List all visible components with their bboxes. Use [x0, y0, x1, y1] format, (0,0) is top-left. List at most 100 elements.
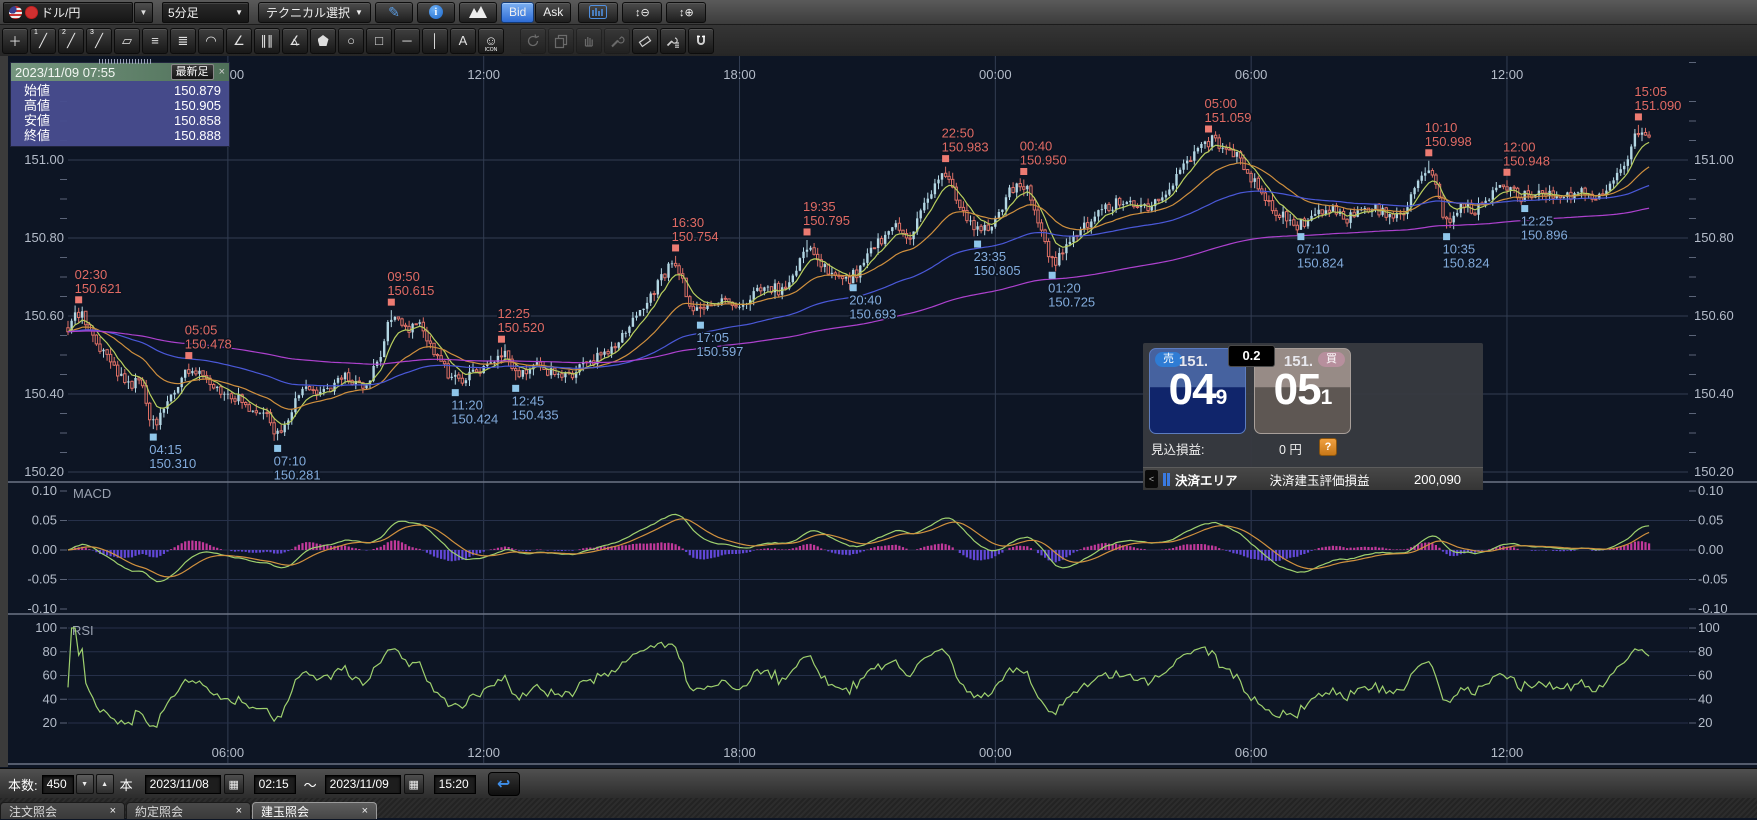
collapse-button[interactable]: < — [1145, 470, 1158, 488]
from-time-input[interactable]: 02:15 — [253, 774, 296, 794]
svg-text:00:00: 00:00 — [979, 745, 1012, 760]
timeframe-select[interactable]: 5分足 ▼ — [162, 1, 249, 23]
svg-text:RSI: RSI — [72, 623, 94, 638]
svg-text:15:05: 15:05 — [1634, 84, 1667, 99]
settings-tool[interactable] — [660, 27, 686, 54]
to-calendar-button[interactable]: ▦ — [403, 774, 424, 794]
svg-text:150.80: 150.80 — [1694, 230, 1734, 245]
reset-range-button[interactable]: ↩ — [487, 772, 520, 796]
vertical-line-tool[interactable]: │ — [422, 27, 448, 54]
horizontal-line-tool[interactable]: ─ — [394, 27, 420, 54]
svg-text:150.948: 150.948 — [1503, 153, 1550, 168]
svg-text:150.615: 150.615 — [387, 283, 434, 298]
svg-text:150.998: 150.998 — [1425, 134, 1472, 149]
svg-text:11:20: 11:20 — [451, 398, 483, 413]
candle-chart-button[interactable] — [578, 1, 619, 23]
close-icon[interactable]: × — [218, 66, 225, 78]
tab-建玉照会[interactable]: 建玉照会 × — [252, 802, 377, 819]
latest-candle-button[interactable]: 最新足 — [170, 64, 214, 80]
svg-text:06:00: 06:00 — [1235, 745, 1268, 760]
multi-lines-tool[interactable]: ≣ — [170, 27, 196, 54]
tab-close-icon[interactable]: × — [361, 805, 368, 817]
eraser-tool[interactable] — [632, 27, 658, 54]
svg-text:12:00: 12:00 — [1503, 139, 1536, 154]
svg-text:150.20: 150.20 — [24, 464, 64, 479]
currency-pair-dropdown-button[interactable]: ▼ — [134, 1, 153, 23]
to-date-input[interactable]: 2023/11/09 — [324, 774, 401, 794]
to-time-input[interactable]: 15:20 — [433, 774, 476, 794]
svg-text:01:20: 01:20 — [1048, 280, 1081, 295]
svg-text:23:35: 23:35 — [974, 249, 1007, 264]
technical-select-button[interactable]: テクニカル選択 ▼ — [258, 1, 371, 23]
svg-text:12:25: 12:25 — [1521, 214, 1554, 229]
svg-text:12:00: 12:00 — [467, 67, 500, 82]
svg-text:0.05: 0.05 — [1698, 513, 1723, 528]
trendline-2-tool[interactable]: ╱ 2 — [58, 27, 84, 54]
hand-tool — [576, 27, 602, 54]
svg-text:150.621: 150.621 — [75, 281, 122, 296]
vertical-lines-tool[interactable]: ∥∥ — [254, 27, 280, 54]
moving-average-line — [67, 184, 1650, 387]
svg-text:0.00: 0.00 — [32, 542, 57, 557]
text-tool[interactable]: A — [450, 27, 476, 54]
svg-text:12:45: 12:45 — [512, 393, 545, 408]
trendline-1-tool[interactable]: ╱ 1 — [30, 27, 56, 54]
tab-約定照会[interactable]: 約定照会 × — [126, 802, 251, 819]
currency-pair-select[interactable]: ドル/円 — [3, 1, 133, 23]
info-icon: i — [428, 5, 443, 19]
svg-text:150.20: 150.20 — [1694, 464, 1734, 479]
from-calendar-button[interactable]: ▦ — [223, 774, 244, 794]
range-tilde: ～ — [303, 777, 317, 793]
buy-button[interactable]: 買 151. 051 — [1254, 348, 1351, 434]
ellipse-tool[interactable]: ○ — [338, 27, 364, 54]
pentagon-tool[interactable] — [310, 27, 336, 54]
draw-mode-button[interactable]: ✎ — [374, 1, 413, 23]
svg-text:150.60: 150.60 — [1694, 308, 1734, 323]
count-down-button[interactable]: ▼ — [75, 774, 94, 794]
ask-button[interactable]: Ask — [535, 1, 572, 23]
ohlc-info-box[interactable]: 2023/11/09 07:55 最新足 × 始値 150.879 高値 150.90… — [11, 59, 229, 146]
left-splitter[interactable] — [0, 55, 8, 767]
info-button[interactable]: i — [416, 1, 455, 23]
fibonacci-fan-tool[interactable]: ∠ — [226, 27, 252, 54]
count-up-button[interactable]: ▲ — [95, 774, 114, 794]
drag-handle[interactable] — [99, 59, 151, 64]
svg-text:07:10: 07:10 — [1297, 242, 1330, 257]
area-chart-button[interactable] — [458, 1, 497, 23]
fibonacci-arc-tool[interactable]: ◠ — [198, 27, 224, 54]
tab-close-icon[interactable]: × — [235, 805, 242, 817]
zoom-out-button[interactable]: ↕⊖ — [622, 1, 663, 23]
tab-close-icon[interactable]: × — [109, 805, 116, 817]
from-date-input[interactable]: 2023/11/08 — [144, 774, 221, 794]
svg-text:100: 100 — [35, 620, 57, 635]
bar-count-input[interactable]: 450 — [41, 774, 74, 794]
moving-average-line — [67, 207, 1650, 365]
zoom-in-icon: ↕⊕ — [678, 6, 694, 19]
expected-pl-label: 見込損益: — [1151, 443, 1205, 457]
time-jump-tool — [520, 27, 546, 54]
magnet-tool[interactable] — [688, 27, 714, 54]
icon-stamp-tool[interactable]: ☺ ICON — [478, 27, 504, 54]
buy-badge: 買 — [1318, 352, 1345, 367]
ruler-tool[interactable]: ▱ — [114, 27, 140, 54]
chevron-down-icon: ▼ — [235, 7, 243, 17]
svg-text:0.00: 0.00 — [1698, 542, 1723, 557]
gann-fan-tool[interactable]: ∡ — [282, 27, 308, 54]
sell-badge: 売 — [1155, 352, 1182, 367]
tab-注文照会[interactable]: 注文照会 × — [0, 802, 125, 819]
trendline-3-tool[interactable]: ╱ 3 — [86, 27, 112, 54]
sell-button[interactable]: 売 151. 049 — [1149, 348, 1246, 434]
ohlc-row: 安値 150.858 — [24, 113, 221, 128]
svg-text:10:10: 10:10 — [1425, 120, 1458, 135]
crosshair-tool[interactable]: ＋ — [2, 27, 28, 54]
bid-button[interactable]: Bid — [500, 1, 535, 23]
help-button[interactable]: ? — [1319, 438, 1337, 456]
svg-text:40: 40 — [1698, 691, 1712, 706]
parallel-lines-tool[interactable]: ≡ — [142, 27, 168, 54]
rectangle-tool[interactable]: □ — [366, 27, 392, 54]
svg-text:00:00: 00:00 — [979, 67, 1012, 82]
svg-text:150.424: 150.424 — [451, 412, 498, 427]
zoom-in-button[interactable]: ↕⊕ — [666, 1, 707, 23]
